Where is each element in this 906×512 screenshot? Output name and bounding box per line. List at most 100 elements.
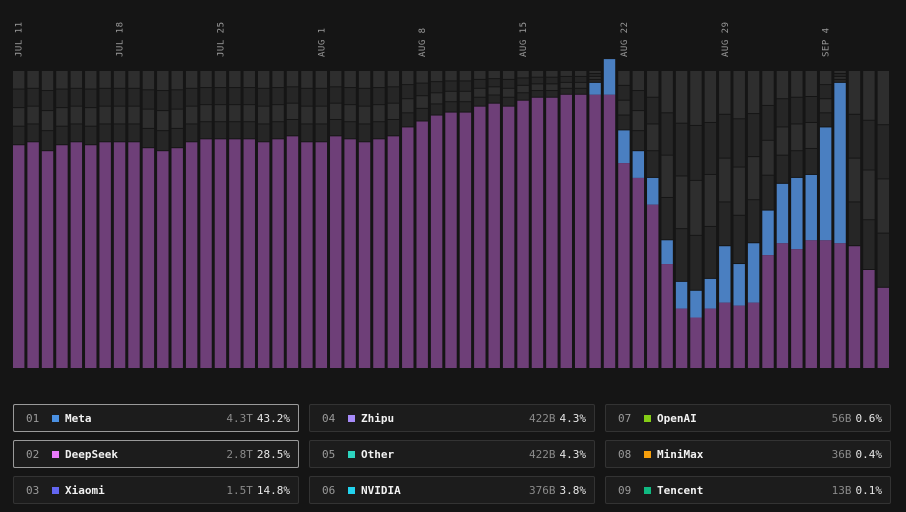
bar-other-segment [113, 71, 126, 88]
bar-other-segment [762, 105, 774, 140]
bar-deepseek [387, 136, 400, 368]
legend-name: Zhipu [361, 411, 395, 425]
bar-other-segment [632, 111, 645, 131]
legend-swatch [644, 414, 651, 422]
bar-other-segment [776, 99, 789, 127]
bar-other-segment [791, 71, 803, 97]
legend-rank: 02 [26, 447, 40, 461]
bar-meta [733, 264, 745, 306]
bar-deepseek [531, 97, 544, 368]
bar-other-segment [99, 71, 111, 88]
bar-meta [675, 281, 688, 309]
bar-other-segment [330, 103, 342, 120]
bar-other-segment [546, 71, 558, 77]
bar-other-segment [56, 108, 68, 126]
bar-other-segment [142, 90, 155, 109]
bar-other-segment [171, 90, 183, 109]
bar-deepseek [661, 264, 673, 368]
bar-meta [719, 246, 731, 303]
bar-deepseek [200, 139, 212, 368]
bar-other-segment [675, 123, 688, 176]
bar-other-segment [373, 88, 385, 105]
bar-meta [690, 290, 702, 318]
bar-other-segment [272, 71, 284, 88]
legend-item-tencent[interactable]: 09 Tencent 13B 0.1% [605, 476, 891, 504]
bar-other-segment [200, 71, 212, 88]
legend-share: 4.3% [559, 447, 587, 461]
bar-deepseek [272, 139, 284, 368]
bar-other-segment [416, 83, 428, 96]
bar-other-segment [373, 105, 385, 122]
bar-other-segment [863, 170, 875, 220]
legend-item-deepseek[interactable]: 02 DeepSeek 2.8T 28.5% [13, 440, 299, 468]
bar-other-segment [733, 215, 745, 264]
legend-swatch [52, 414, 59, 422]
legend-rank: 07 [618, 411, 632, 425]
bar-meta [603, 59, 616, 95]
bar-other-segment [661, 197, 673, 240]
bar-other-segment [315, 88, 328, 106]
bar-other-segment [330, 87, 342, 103]
bar-meta [747, 243, 760, 303]
bar-deepseek [113, 142, 126, 368]
bar-other-segment [13, 71, 25, 89]
legend-item-openai[interactable]: 07 OpenAI 56B 0.6% [605, 404, 891, 432]
bar-deepseek [791, 249, 803, 368]
legend-item-other[interactable]: 05 Other 422B 4.3% [309, 440, 595, 468]
bar-other-segment [171, 128, 183, 148]
bar-other-segment [315, 106, 328, 124]
bar-other-segment [618, 115, 630, 130]
bar-other-segment [877, 125, 889, 179]
bar-deepseek [214, 139, 227, 368]
bar-other-segment [27, 124, 39, 142]
legend-rank: 04 [322, 411, 336, 425]
bar-other-segment [243, 122, 255, 139]
bar-other-segment [805, 96, 817, 122]
bar-deepseek [128, 142, 140, 368]
bar-other-segment [647, 151, 659, 177]
bar-other-segment [70, 88, 83, 106]
bar-other-segment [142, 109, 155, 128]
bar-other-segment [286, 103, 299, 120]
bar-other-segment [272, 105, 284, 122]
bar-other-segment [257, 106, 270, 124]
bar-other-segment [243, 71, 255, 88]
x-tick-label: SEP 4 [822, 27, 832, 57]
bar-other-segment [632, 71, 645, 91]
bar-other-segment [243, 88, 255, 105]
bar-other-segment [776, 155, 789, 183]
bar-other-segment [272, 88, 284, 105]
legend-tokens: 422B [529, 411, 556, 425]
legend: 01 Meta 4.3T 43.2% 04 Zhipu 422B 4.3% 07 OpenAI 56… [13, 404, 891, 504]
bar-deepseek [171, 148, 183, 368]
legend-item-zhipu[interactable]: 04 Zhipu 422B 4.3% [309, 404, 595, 432]
bar-other-segment [877, 71, 889, 125]
legend-item-nvidia[interactable]: 06 NVIDIA 376B 3.8% [309, 476, 595, 504]
legend-share: 0.6% [855, 411, 883, 425]
bar-other-segment [301, 106, 313, 124]
bar-other-segment [330, 71, 342, 87]
legend-item-minimax[interactable]: 08 MiniMax 36B 0.4% [605, 440, 891, 468]
bar-other-segment [373, 71, 385, 88]
legend-name: NVIDIA [361, 483, 401, 497]
bar-other-segment [675, 71, 688, 123]
bar-other-segment [214, 105, 227, 122]
legend-name: OpenAI [657, 411, 697, 425]
bar-other-segment [445, 91, 457, 102]
bar-other-segment [560, 76, 572, 82]
bar-other-segment [704, 122, 717, 174]
bar-other-segment [402, 113, 414, 127]
bar-other-segment [142, 71, 155, 90]
bar-other-segment [200, 88, 212, 105]
bar-other-segment [560, 82, 572, 88]
legend-share: 14.8% [256, 483, 290, 497]
bar-other-segment [41, 91, 54, 111]
legend-rank: 03 [26, 483, 40, 497]
bar-deepseek [41, 151, 54, 368]
bar-other-segment [459, 91, 472, 102]
bar-other-segment [488, 79, 500, 87]
bar-other-segment [733, 119, 745, 167]
bar-other-segment [819, 71, 832, 85]
legend-item-xiaomi[interactable]: 03 Xiaomi 1.5T 14.8% [13, 476, 299, 504]
legend-item-meta[interactable]: 01 Meta 4.3T 43.2% [13, 404, 299, 432]
